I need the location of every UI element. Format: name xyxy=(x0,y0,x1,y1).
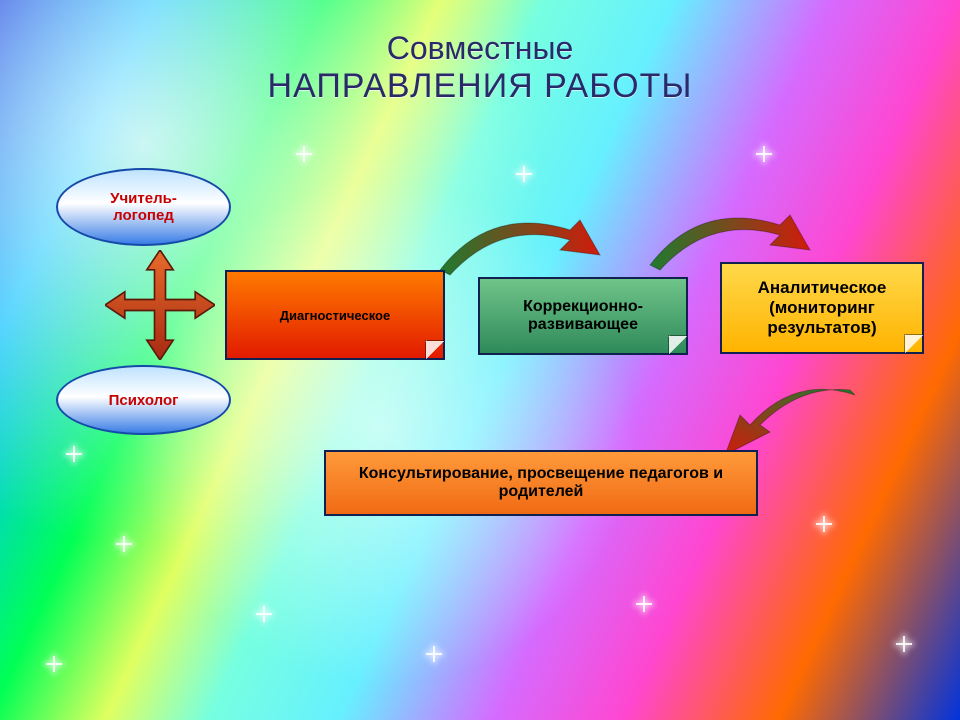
direction-analytical: Аналитическое (мониторинг результатов) xyxy=(720,262,924,354)
direction-diagnostic: Диагностическое xyxy=(225,270,445,360)
sparkle xyxy=(520,170,528,178)
bidirectional-cross-arrow-icon xyxy=(105,250,215,360)
sparkle xyxy=(820,520,828,528)
direction-diagnostic-label: Диагностическое xyxy=(280,308,390,323)
role-teacher-label: Учитель- логопед xyxy=(110,190,177,224)
page-fold-icon xyxy=(668,335,687,354)
page-fold-icon xyxy=(425,340,444,359)
flow-arrow-icon xyxy=(430,200,610,280)
direction-correctional: Коррекционно-развивающее xyxy=(478,277,688,355)
sparkle xyxy=(260,610,268,618)
sparkle xyxy=(50,660,58,668)
title-line2: НАПРАВЛЕНИЯ РАБОТЫ xyxy=(0,67,960,106)
title-line1: Совместные xyxy=(0,30,960,67)
slide-canvas: Совместные НАПРАВЛЕНИЯ РАБОТЫ Учитель- л… xyxy=(0,0,960,720)
sparkle xyxy=(900,640,908,648)
sparkle xyxy=(300,150,308,158)
direction-consulting: Консультирование, просвещение педагогов … xyxy=(324,450,758,516)
page-fold-icon xyxy=(904,334,923,353)
role-psych-label: Психолог xyxy=(109,392,179,409)
role-psychologist: Психолог xyxy=(56,365,231,435)
direction-consulting-label: Консультирование, просвещение педагогов … xyxy=(336,465,746,501)
sparkle xyxy=(120,540,128,548)
sparkle xyxy=(640,600,648,608)
sparkle xyxy=(430,650,438,658)
sparkle xyxy=(760,150,768,158)
role-teacher-logoped: Учитель- логопед xyxy=(56,168,231,246)
direction-analytical-label: Аналитическое (мониторинг результатов) xyxy=(732,278,912,338)
direction-correctional-label: Коррекционно-развивающее xyxy=(490,298,676,334)
slide-title: Совместные НАПРАВЛЕНИЯ РАБОТЫ xyxy=(0,30,960,106)
sparkle xyxy=(70,450,78,458)
